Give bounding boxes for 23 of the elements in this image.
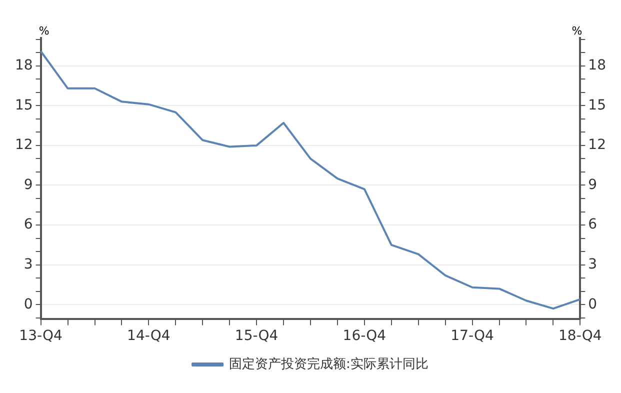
legend-label: 固定资产投资完成额:实际累计同比 bbox=[229, 356, 428, 372]
y-tick-label: 9 bbox=[24, 176, 33, 193]
x-tick-label: 14-Q4 bbox=[127, 328, 170, 344]
x-tick-label: 18-Q4 bbox=[558, 328, 602, 344]
y-tick-label: 3 bbox=[24, 256, 33, 272]
y2-axis-title: % bbox=[572, 24, 582, 38]
x-tick-label: 17-Q4 bbox=[450, 328, 494, 344]
y2-tick-label: 0 bbox=[588, 296, 598, 312]
y-tick-label: 6 bbox=[24, 216, 33, 233]
y2-tick-label: 9 bbox=[588, 176, 598, 193]
y2-tick-label: 6 bbox=[588, 216, 598, 233]
y-tick-label: 12 bbox=[14, 137, 33, 154]
y-tick-label: 0 bbox=[24, 296, 33, 312]
x-tick-label: 15-Q4 bbox=[234, 328, 278, 344]
y-tick-label: 18 bbox=[14, 57, 33, 74]
x-tick-label: 13-Q4 bbox=[19, 328, 63, 344]
y2-tick-label: 15 bbox=[588, 97, 606, 114]
y-tick-label: 15 bbox=[14, 97, 33, 114]
y-axis-title: % bbox=[38, 24, 50, 38]
y2-tick-label: 3 bbox=[588, 256, 598, 272]
y2-tick-label: 12 bbox=[588, 137, 606, 154]
x-tick-label: 16-Q4 bbox=[342, 328, 386, 344]
y2-tick-label: 18 bbox=[588, 57, 606, 74]
